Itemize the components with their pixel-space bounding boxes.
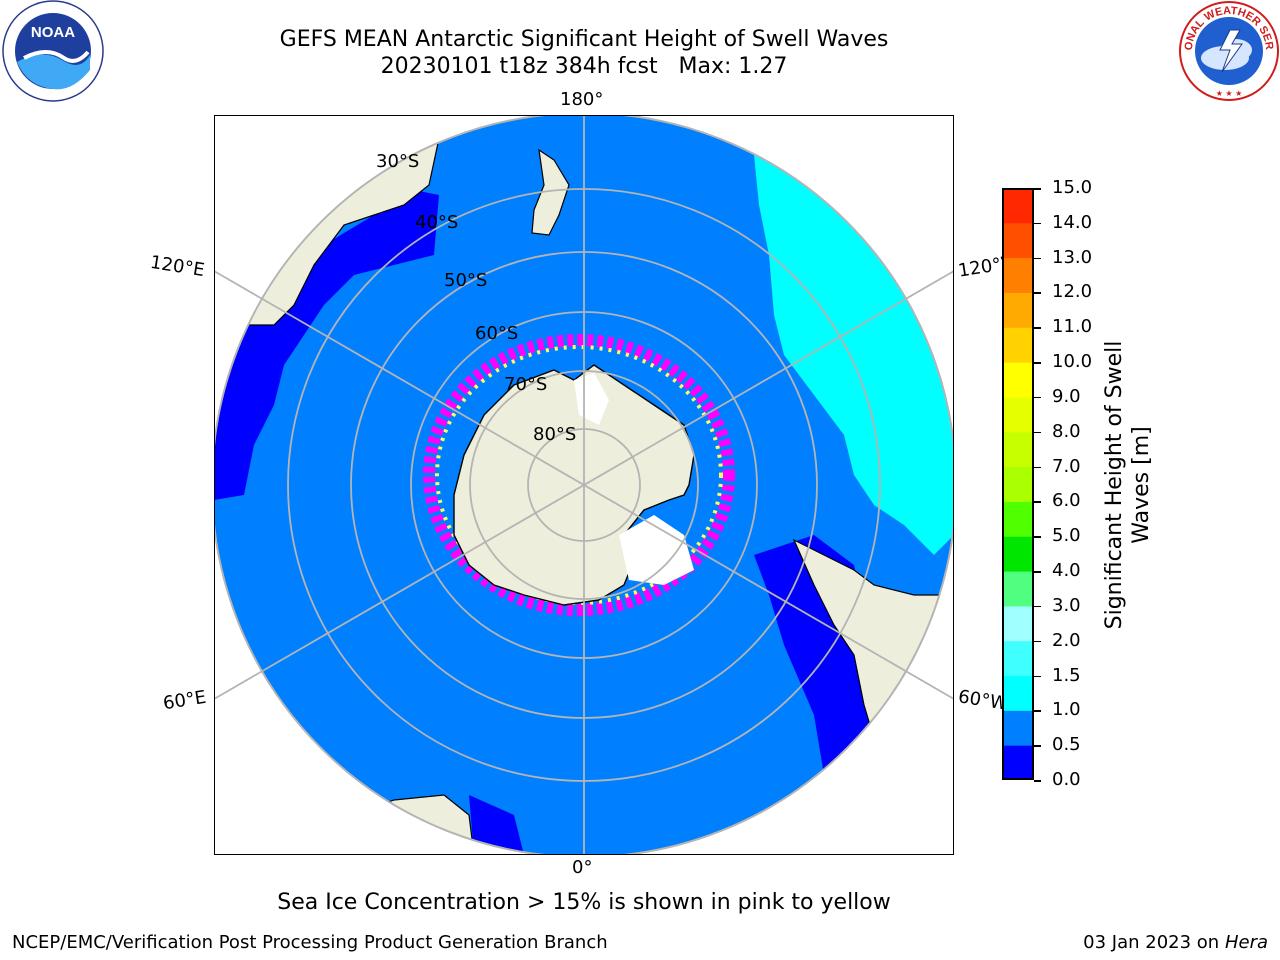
colorbar-swatch bbox=[1002, 466, 1034, 502]
lat-label-60s: 60°S bbox=[475, 323, 519, 344]
lon-label-0: 0° bbox=[572, 857, 593, 878]
colorbar-tick-mark bbox=[1034, 396, 1041, 399]
colorbar-tick-label: 12.0 bbox=[1052, 281, 1093, 303]
colorbar-tick-label: 6.0 bbox=[1052, 490, 1081, 512]
lat-label-70s: 70°S bbox=[504, 374, 548, 395]
colorbar-tick-mark bbox=[1034, 466, 1041, 469]
colorbar-tick-mark bbox=[1034, 571, 1041, 573]
colorbar-swatch bbox=[1002, 222, 1034, 259]
colorbar-tick-mark bbox=[1034, 536, 1041, 538]
lat-label-30s: 30°S bbox=[376, 151, 420, 172]
colorbar-tick-label: 2.0 bbox=[1052, 629, 1081, 651]
colorbar-swatch bbox=[1002, 431, 1034, 468]
footer-machine: Hera bbox=[1224, 932, 1268, 953]
colorbar-tick-mark bbox=[1034, 605, 1041, 608]
weddell-sea-ice bbox=[619, 515, 694, 585]
lat-label-80s: 80°S bbox=[533, 424, 577, 445]
colorbar-tick-mark bbox=[1034, 362, 1041, 364]
noaa-logo-text: NOAA bbox=[31, 24, 75, 41]
colorbar-tick-label: 9.0 bbox=[1052, 385, 1081, 407]
colorbar-swatch bbox=[1002, 501, 1034, 537]
colorbar-swatch bbox=[1002, 675, 1034, 711]
colorbar-tick-label: 3.0 bbox=[1052, 594, 1081, 616]
colorbar-swatch bbox=[1002, 710, 1034, 746]
lon-label-60e: 60°E bbox=[161, 686, 208, 715]
colorbar-swatch bbox=[1002, 362, 1034, 398]
colorbar-tick-label: 8.0 bbox=[1052, 420, 1081, 442]
colorbar-tick-label: 4.0 bbox=[1052, 560, 1081, 582]
colorbar-swatch bbox=[1002, 327, 1034, 363]
noaa-logo: NOAA bbox=[2, 0, 104, 102]
colorbar-tick-mark bbox=[1034, 327, 1041, 329]
colorbar-tick-label: 10.0 bbox=[1052, 351, 1093, 373]
colorbar-tick-mark bbox=[1034, 188, 1041, 190]
colorbar-tick-mark bbox=[1034, 745, 1041, 747]
colorbar-label: Significant Height of Swell Waves [m] bbox=[1102, 340, 1154, 630]
colorbar-tick-label: 1.0 bbox=[1052, 699, 1081, 721]
colorbar-tick-label: 0.5 bbox=[1052, 734, 1081, 756]
colorbar-tick-mark bbox=[1034, 675, 1041, 678]
title-line-2: 20230101 t18z 384h fcst Max: 1.27 bbox=[380, 54, 788, 79]
colorbar-tick-label: 1.5 bbox=[1052, 664, 1081, 686]
colorbar-swatch bbox=[1002, 292, 1034, 328]
lon-label-180: 180° bbox=[560, 89, 604, 110]
colorbar-swatch bbox=[1002, 571, 1034, 607]
swell-0-to-0.5-africa bbox=[469, 795, 524, 855]
colorbar-tick-mark bbox=[1034, 257, 1041, 260]
graticule bbox=[214, 115, 954, 855]
colorbar-swatch bbox=[1002, 605, 1034, 642]
colorbar-tick-label: 5.0 bbox=[1052, 525, 1081, 547]
title-line-1: GEFS MEAN Antarctic Significant Height o… bbox=[279, 27, 889, 52]
colorbar-swatch bbox=[1002, 396, 1034, 433]
colorbar-tick-mark bbox=[1034, 501, 1041, 503]
sea-ice-ring bbox=[423, 334, 735, 616]
colorbar-tick-mark bbox=[1034, 640, 1041, 643]
colorbar-tick-mark bbox=[1034, 431, 1041, 434]
colorbar-tick-label: 7.0 bbox=[1052, 455, 1081, 477]
colorbar-swatch bbox=[1002, 745, 1034, 780]
colorbar-tick-label: 0.0 bbox=[1052, 769, 1081, 790]
footer-credit: NCEP/EMC/Verification Post Processing Pr… bbox=[12, 932, 608, 953]
colorbar-tick-mark bbox=[1034, 780, 1041, 782]
lat-label-50s: 50°S bbox=[444, 270, 488, 291]
colorbar-tick-label: 15.0 bbox=[1052, 177, 1093, 198]
lat-label-40s: 40°S bbox=[415, 212, 459, 233]
colorbar-swatch bbox=[1002, 188, 1034, 224]
colorbar-swatch bbox=[1002, 257, 1034, 293]
svg-text:★ ★ ★: ★ ★ ★ bbox=[1216, 89, 1243, 98]
nws-logo: NATIONAL WEATHER SERVICE ★ ★ ★ bbox=[1178, 0, 1279, 101]
colorbar-tick-label: 13.0 bbox=[1052, 246, 1093, 268]
new-zealand bbox=[531, 148, 570, 236]
colorbar-tick-label: 14.0 bbox=[1052, 211, 1093, 233]
sea-ice-note: Sea Ice Concentration > 15% is shown in … bbox=[277, 890, 891, 915]
footer-date: 03 Jan 2023 on Hera bbox=[1083, 932, 1268, 953]
colorbar-swatch bbox=[1002, 536, 1034, 572]
colorbar-tick-label: 11.0 bbox=[1052, 316, 1093, 338]
colorbar-tick-mark bbox=[1034, 292, 1041, 294]
ross-sea-ice bbox=[574, 373, 609, 425]
lon-label-120e: 120°E bbox=[148, 251, 207, 282]
colorbar-swatch bbox=[1002, 640, 1034, 677]
polar-map bbox=[214, 115, 954, 855]
colorbar-tick-mark bbox=[1034, 222, 1041, 225]
colorbar-tick-mark bbox=[1034, 710, 1041, 712]
swell-1-to-1.5-region bbox=[754, 155, 954, 555]
colorbar bbox=[1002, 188, 1034, 780]
